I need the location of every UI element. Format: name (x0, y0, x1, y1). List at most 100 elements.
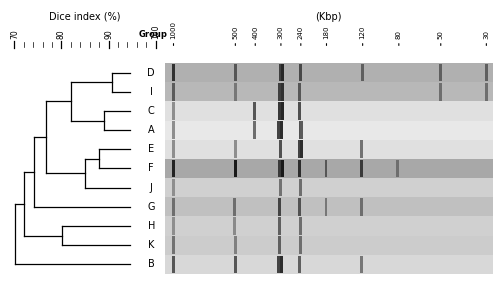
Text: H: H (148, 221, 155, 231)
Text: 80: 80 (396, 30, 402, 39)
Bar (299, 179, 302, 197)
Bar (299, 217, 302, 235)
Bar (172, 236, 175, 254)
Bar (253, 121, 256, 139)
Text: 90: 90 (104, 30, 113, 39)
Bar (172, 121, 175, 139)
Bar (278, 102, 280, 120)
Bar (165, 178, 492, 197)
Bar (280, 83, 283, 100)
Bar (396, 160, 399, 177)
Text: D: D (148, 68, 155, 78)
Bar (165, 120, 492, 140)
Text: 180: 180 (324, 26, 330, 39)
Bar (165, 140, 492, 159)
Bar (300, 140, 302, 158)
Bar (172, 217, 175, 235)
Bar (485, 83, 488, 100)
Bar (278, 140, 281, 158)
Bar (485, 64, 488, 81)
Text: C: C (148, 106, 154, 116)
Text: I: I (150, 87, 152, 97)
Bar (234, 198, 236, 216)
Bar (234, 160, 237, 177)
Bar (278, 121, 280, 139)
Bar (278, 236, 280, 254)
Bar (234, 140, 236, 158)
Bar (298, 198, 301, 216)
Bar (172, 140, 175, 158)
Bar (360, 255, 364, 273)
Bar (281, 64, 284, 81)
Bar (360, 140, 364, 158)
Text: 400: 400 (252, 26, 258, 39)
Bar (234, 236, 236, 254)
Text: G: G (148, 202, 155, 212)
Text: 80: 80 (57, 30, 66, 39)
Bar (165, 197, 492, 217)
Text: 120: 120 (360, 26, 366, 39)
Text: 500: 500 (232, 26, 238, 39)
Bar (280, 121, 283, 139)
Bar (172, 64, 175, 81)
Text: 240: 240 (298, 26, 304, 39)
Bar (278, 179, 281, 197)
Bar (278, 217, 280, 235)
Bar (172, 83, 175, 100)
Text: Dice index (%): Dice index (%) (49, 12, 121, 22)
Bar (165, 159, 492, 178)
Text: 100: 100 (151, 25, 160, 39)
Text: (Kbp): (Kbp) (316, 12, 342, 22)
Text: E: E (148, 144, 154, 154)
Bar (298, 64, 302, 81)
Bar (172, 179, 175, 197)
Bar (299, 236, 302, 254)
Bar (280, 160, 283, 177)
Text: B: B (148, 259, 154, 269)
Text: 30: 30 (484, 30, 490, 39)
Text: 1000: 1000 (170, 21, 176, 39)
Text: Group: Group (139, 30, 168, 39)
Bar (299, 121, 302, 139)
Bar (172, 160, 175, 177)
Bar (234, 217, 236, 235)
Text: 50: 50 (438, 30, 444, 39)
Bar (278, 83, 281, 100)
Bar (298, 140, 301, 158)
Bar (165, 82, 492, 101)
Bar (165, 101, 492, 120)
Bar (165, 217, 492, 236)
Bar (254, 102, 256, 120)
Bar (165, 236, 492, 255)
Text: 70: 70 (10, 30, 19, 39)
Bar (165, 63, 492, 82)
Bar (440, 64, 442, 81)
Bar (360, 160, 362, 177)
Bar (298, 255, 301, 273)
Bar (324, 198, 328, 216)
Bar (280, 255, 283, 273)
Bar (298, 102, 301, 120)
Bar (278, 198, 280, 216)
Bar (361, 64, 364, 81)
Bar (298, 160, 301, 177)
Bar (278, 160, 280, 177)
Bar (298, 83, 301, 100)
Bar (234, 64, 237, 81)
Bar (440, 83, 442, 100)
Bar (165, 255, 492, 274)
Bar (280, 102, 283, 120)
Bar (277, 255, 280, 273)
Bar (172, 198, 175, 216)
Bar (234, 83, 237, 100)
Bar (234, 255, 236, 273)
Bar (279, 64, 282, 81)
Text: J: J (150, 183, 152, 193)
Bar (360, 198, 362, 216)
Bar (172, 102, 175, 120)
Bar (300, 121, 302, 139)
Text: A: A (148, 125, 154, 135)
Text: K: K (148, 240, 154, 250)
Bar (172, 255, 175, 273)
Text: F: F (148, 163, 154, 173)
